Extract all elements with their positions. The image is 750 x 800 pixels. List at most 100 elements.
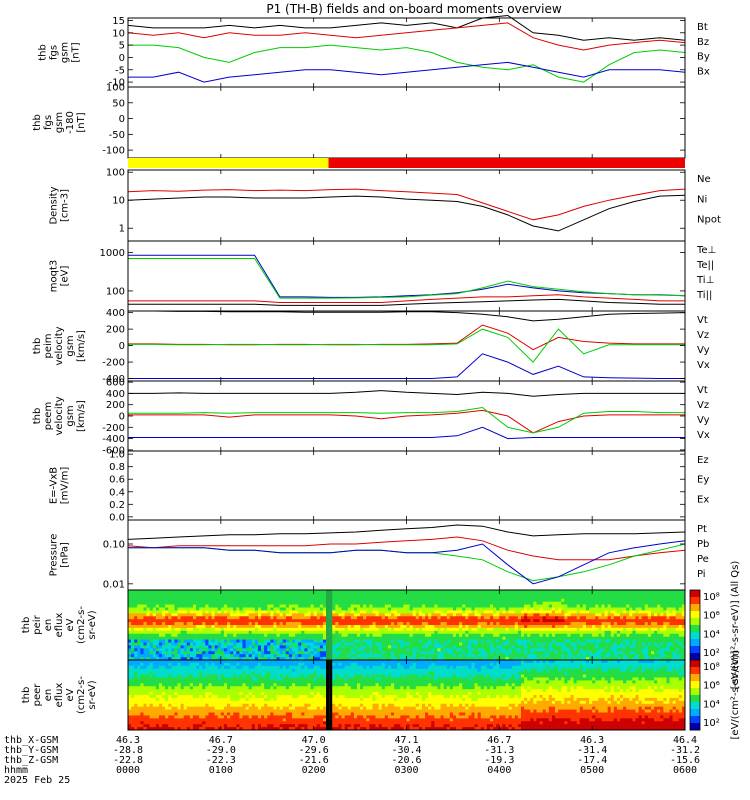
- y-tick-label: 400: [106, 308, 125, 319]
- y-axis-label: eV: [65, 618, 76, 631]
- x-row-value: 0600: [673, 765, 697, 776]
- y-axis-label: peir: [32, 614, 43, 634]
- y-axis-label: velocity: [54, 396, 65, 435]
- legend-Ti⊥: Ti⊥: [696, 275, 714, 286]
- legend-Ez: Ez: [697, 455, 709, 466]
- y-tick-label: -10: [109, 78, 125, 89]
- x-row-value: 46.3: [580, 735, 604, 746]
- legend-Pb: Pb: [697, 539, 709, 550]
- y-axis-label: [cm-3]: [60, 189, 71, 222]
- heatmap-cells: [128, 660, 686, 731]
- y-axis-label: -180: [65, 111, 76, 134]
- x-row-value: -31.3: [484, 745, 514, 756]
- legend-Vy: Vy: [697, 415, 710, 426]
- y-axis-label: thb: [32, 114, 43, 131]
- colorbar-tick-label: 10²: [703, 718, 720, 729]
- series-line-Ti⊥: [128, 254, 686, 298]
- y-tick-label: 1.0: [109, 450, 125, 461]
- panel-8: 1.00.8 0.60.4 0.20.0 Ez Ey Ex E=-VxB [mV/m]: [49, 450, 710, 524]
- y-axis-label: gsm: [65, 335, 76, 356]
- y-tick-label: 0.0: [109, 512, 125, 523]
- y-tick-label: 0: [119, 114, 125, 125]
- y-tick-label: -400: [102, 434, 125, 445]
- y-tick-label: 50: [112, 98, 125, 109]
- x-row-label: thb_Y-GSM: [4, 745, 58, 756]
- x-row-value: 46.7: [487, 735, 511, 746]
- panel-3: [128, 158, 685, 168]
- y-axis-label: thb: [38, 44, 49, 61]
- legend-Vy: Vy: [697, 345, 710, 356]
- legend-Vz: Vz: [697, 330, 709, 341]
- y-tick-label: 0.2: [109, 500, 125, 511]
- y-tick-label: -5: [115, 65, 125, 76]
- x-row-label: thb_Z-GSM: [4, 755, 58, 766]
- series-line-Vt: [128, 390, 685, 397]
- y-axis-label: [km/s]: [76, 330, 87, 362]
- series-line-Pe: [128, 543, 686, 582]
- x-row-value: 0300: [394, 765, 418, 776]
- y-axis-label: gsm: [54, 112, 65, 133]
- x-axis-annotations: thb_X-GSM 46.3 46.7 47.0 47.1 46.7 46.3 46.4 thb…: [4, 735, 700, 786]
- legend-Ne: Ne: [697, 174, 711, 185]
- y-tick-label: 100: [106, 286, 125, 297]
- colorbar-tick-label: 10⁸: [703, 592, 720, 603]
- panel-5: 1000 100 Te⊥ Te|| Ti⊥ Ti|| moqt3 [eV]: [49, 240, 716, 312]
- colorbar-tick-label: 10²: [703, 648, 720, 659]
- y-axis-label: sr-eV): [87, 680, 98, 709]
- series-line-Vy: [128, 328, 685, 363]
- x-row-label: thb_X-GSM: [4, 735, 58, 746]
- x-row-value: 0400: [487, 765, 511, 776]
- x-row-value: -31.4: [577, 745, 607, 756]
- y-axis-label: [nPa]: [60, 542, 71, 568]
- y-tick-label: 400: [106, 389, 125, 400]
- y-tick-label: -100: [102, 146, 125, 157]
- x-row-value: 0200: [302, 765, 326, 776]
- y-axis-label: [nT]: [71, 42, 82, 62]
- legend-Te⊥: Te⊥: [696, 245, 716, 256]
- y-tick-label: 100: [106, 168, 125, 179]
- y-tick-label: -600: [102, 445, 125, 456]
- legend-Ex: Ex: [697, 494, 709, 505]
- x-row-value: -30.4: [391, 745, 421, 756]
- panel-9: 0.10 0.01 Pt Pb Pe Pi Pressure [nPa]: [49, 519, 709, 591]
- legend-Vt: Vt: [697, 385, 708, 396]
- y-tick-label: 200: [106, 325, 125, 336]
- y-axis-label: peim: [43, 333, 54, 358]
- y-axis-label: [mV/m]: [60, 467, 71, 505]
- colorbar-tick-label: 10⁴: [703, 699, 720, 710]
- legend-Bx: Bx: [697, 66, 710, 77]
- y-tick-label: 0: [119, 53, 125, 64]
- panel-4: 100 10 1 Ne Ni Npot Density [cm-3]: [49, 168, 721, 242]
- x-row-value: -21.6: [299, 755, 329, 766]
- x-row-value: -22.8: [113, 755, 143, 766]
- x-row-value: 47.0: [302, 735, 326, 746]
- x-row-value: 46.4: [673, 735, 697, 746]
- x-row-value: 47.1: [394, 735, 418, 746]
- y-axis-label: velocity: [54, 326, 65, 365]
- y-tick-label: 0.10: [103, 539, 125, 550]
- y-tick-label: 0.01: [103, 579, 125, 590]
- y-axis-label: thb: [21, 617, 32, 634]
- series-line-Ti||: [128, 258, 686, 299]
- colorbar-tick-label: 10⁴: [703, 629, 720, 640]
- series-line-Bt: [127, 14, 686, 41]
- legend-Vt: Vt: [697, 315, 708, 326]
- x-row-value: 0000: [116, 765, 140, 776]
- legend-By: By: [697, 52, 710, 63]
- y-axis-label: peem: [43, 402, 54, 430]
- colorbar: 10⁸ 10⁶ 10⁴ 10² [eV/(cm²-s-sr-eV)] (All Qs): [689, 561, 741, 689]
- y-tick-label: -400: [102, 374, 125, 385]
- panel-10: 10⁸ 10⁶ 10⁴ 10² [eV/(cm²-s-sr-eV)] (All Qs) t…: [21, 561, 741, 690]
- legend-Bz: Bz: [697, 37, 709, 48]
- series-line-Bz: [127, 22, 686, 51]
- y-tick-label: 10: [112, 196, 125, 207]
- legend-Ni: Ni: [697, 194, 707, 205]
- x-row-value: -17.4: [577, 755, 607, 766]
- colorbar-tick-label: 10⁶: [703, 611, 720, 622]
- legend-Vz: Vz: [697, 400, 709, 411]
- y-axis-label: en: [43, 619, 54, 632]
- y-axis-label: (cm2-s-: [76, 676, 87, 714]
- y-tick-label: 1000: [100, 248, 125, 259]
